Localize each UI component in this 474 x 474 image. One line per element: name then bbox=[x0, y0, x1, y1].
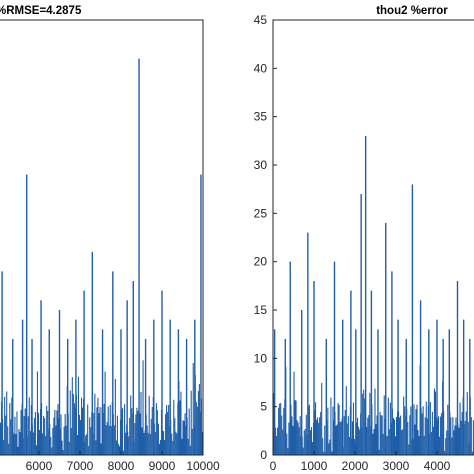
x-tick-label: 9000 bbox=[149, 459, 176, 473]
left-x-axis: 6000 7000 8000 9000 10000 bbox=[26, 451, 220, 473]
y-tick-label: 40 bbox=[254, 61, 268, 75]
y-tick-label: 25 bbox=[254, 206, 268, 220]
right-bar-series bbox=[272, 136, 474, 455]
left-bar-series bbox=[0, 58, 204, 455]
x-tick-label: 8000 bbox=[108, 459, 135, 473]
x-tick-label: 1000 bbox=[301, 459, 328, 473]
left-axes-box bbox=[0, 19, 204, 456]
y-tick-label: 35 bbox=[254, 110, 268, 124]
left-chart-title: %RMSE=4.2875 bbox=[0, 5, 82, 17]
right-axes-box bbox=[272, 19, 474, 456]
right-x-axis: 0 1000 2000 3000 4000 bbox=[270, 451, 451, 473]
y-tick-label: 0 bbox=[260, 448, 267, 462]
x-tick-label: 7000 bbox=[67, 459, 94, 473]
x-tick-label: 3000 bbox=[383, 459, 410, 473]
right-plot-area bbox=[273, 20, 474, 455]
x-tick-label: 6000 bbox=[26, 459, 53, 473]
x-tick-label: 0 bbox=[270, 459, 277, 473]
x-tick-label: 10000 bbox=[186, 459, 220, 473]
x-tick-label: 2000 bbox=[342, 459, 369, 473]
right-y-axis: 0 5 10 15 20 25 30 35 40 45 bbox=[254, 13, 277, 462]
y-tick-label: 20 bbox=[254, 255, 268, 269]
y-tick-label: 15 bbox=[254, 303, 268, 317]
left-plot-area bbox=[0, 20, 203, 455]
y-tick-label: 5 bbox=[260, 400, 267, 414]
x-tick-label: 4000 bbox=[424, 459, 451, 473]
right-chart-panel: 0 5 10 15 20 25 30 35 40 45 0 1000 2000 3000 4000 tho… bbox=[254, 5, 474, 473]
right-chart-title: thou2 %error bbox=[376, 5, 448, 17]
y-tick-label: 30 bbox=[254, 158, 268, 172]
y-tick-label: 45 bbox=[254, 13, 268, 27]
left-chart-panel: 6000 7000 8000 9000 10000 %RMSE=4.2875 bbox=[0, 5, 220, 473]
y-tick-label: 10 bbox=[254, 351, 268, 365]
